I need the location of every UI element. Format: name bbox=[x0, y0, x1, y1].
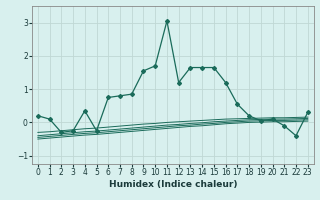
X-axis label: Humidex (Indice chaleur): Humidex (Indice chaleur) bbox=[108, 180, 237, 189]
